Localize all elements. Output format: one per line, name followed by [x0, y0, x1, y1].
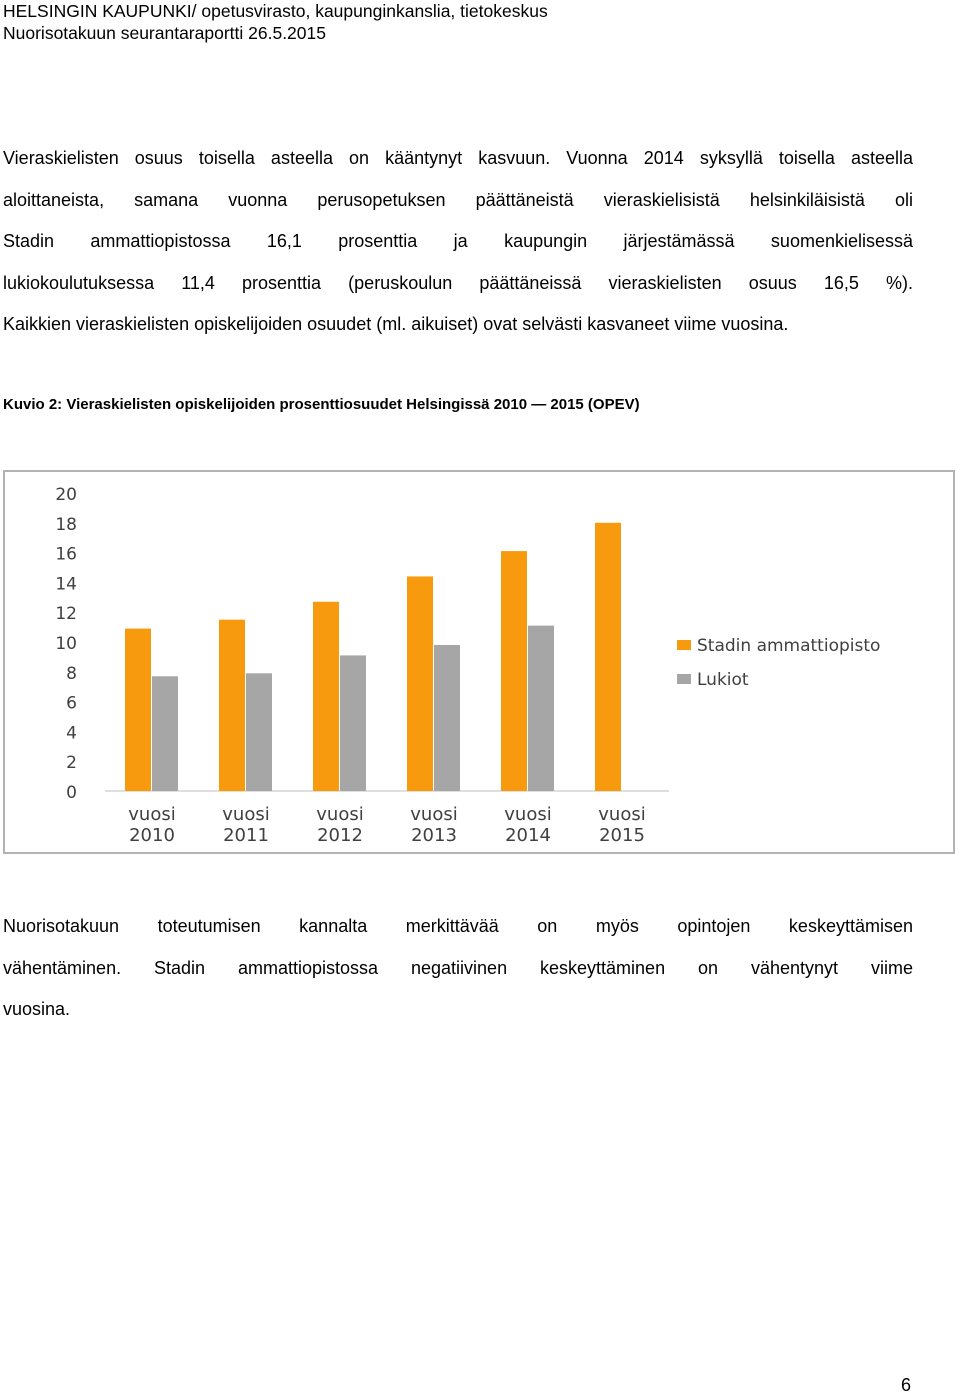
figure-caption: Kuvio 2: Vieraskielisten opiskelijoiden …	[3, 396, 640, 413]
x-tick-label: 2012	[317, 825, 363, 846]
x-tick-label: vuosi	[410, 804, 457, 825]
paragraph-line: vuosina.	[3, 999, 71, 1019]
y-tick-label: 0	[66, 783, 77, 803]
header-line-1: HELSINGIN KAUPUNKI/ opetusvirasto, kaupu…	[3, 1, 548, 21]
bar-lukiot	[340, 655, 366, 791]
header-line-2: Nuorisotakuun seurantaraportti 26.5.2015	[3, 23, 326, 43]
bar-lukiot	[434, 644, 460, 791]
y-tick-label: 2	[66, 753, 77, 773]
x-tick-label: 2010	[129, 825, 175, 846]
bar-stadin	[219, 619, 245, 791]
paragraph-line: Vieraskielisten osuus toisella asteella …	[3, 148, 913, 168]
paragraph-dropout: Nuorisotakuun toteutumisen kannalta merk…	[3, 906, 913, 1031]
x-tick-label: vuosi	[128, 804, 175, 825]
x-tick-label: vuosi	[504, 804, 551, 825]
legend-swatch	[677, 674, 691, 684]
legend-label: Stadin ammattiopisto	[697, 636, 880, 656]
y-tick-label: 20	[55, 485, 77, 505]
page-number: 6	[901, 1375, 912, 1395]
bar-lukiot	[528, 625, 554, 791]
x-tick-label: 2011	[223, 825, 269, 846]
bar-chart-frame: 0 2 4 6 8 10 12 14 16 18 20 vuosi 2010 vuosi 2011 vuosi…	[3, 470, 955, 854]
x-tick-label: 2014	[505, 825, 551, 846]
x-tick-label: 2013	[411, 825, 457, 846]
x-tick-label: vuosi	[222, 804, 269, 825]
y-tick-label: 18	[55, 515, 77, 535]
paragraph-line: Nuorisotakuun toteutumisen kannalta merk…	[3, 916, 913, 936]
paragraph-line: vähentäminen. Stadin ammattiopistossa ne…	[3, 957, 913, 978]
y-tick-label: 16	[55, 545, 77, 565]
y-tick-label: 8	[66, 664, 77, 684]
y-tick-label: 14	[55, 574, 77, 594]
bar-lukiot	[246, 673, 272, 791]
y-tick-label: 10	[55, 634, 77, 654]
y-tick-label: 12	[55, 604, 77, 624]
paragraph-line: Kaikkien vieraskielisten opiskelijoiden …	[3, 314, 789, 334]
legend-label: Lukiot	[697, 670, 749, 690]
paragraph-line: lukiokoulutuksessa 11,4 prosenttia (peru…	[3, 272, 913, 293]
y-tick-label: 6	[66, 694, 77, 714]
bar-stadin	[407, 576, 433, 791]
bar-stadin	[501, 551, 527, 791]
x-tick-label: 2015	[599, 825, 645, 846]
page-header: HELSINGIN KAUPUNKI/ opetusvirasto, kaupu…	[3, 0, 548, 44]
bar-stadin	[313, 601, 339, 791]
bar-stadin	[595, 522, 621, 791]
x-tick-label: vuosi	[598, 804, 645, 825]
bar-chart: 02468101214161820vuosi2010vuosi2011vuosi…	[55, 485, 880, 846]
bar-stadin	[125, 628, 151, 791]
paragraph-line: aloittaneista, samana vuonna perusopetuk…	[3, 189, 913, 210]
x-tick-label: vuosi	[316, 804, 363, 825]
y-tick-label: 4	[66, 723, 77, 743]
paragraph-foreign-language-share: Vieraskielisten osuus toisella asteella …	[3, 138, 913, 346]
legend-swatch	[677, 640, 691, 650]
paragraph-line: Stadin ammattiopistossa 16,1 prosenttia …	[3, 231, 913, 251]
bar-lukiot	[152, 676, 178, 791]
